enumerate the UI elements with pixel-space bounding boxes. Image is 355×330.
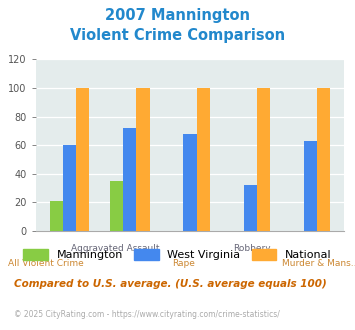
Bar xyxy=(110,181,123,231)
Text: © 2025 CityRating.com - https://www.cityrating.com/crime-statistics/: © 2025 CityRating.com - https://www.city… xyxy=(14,310,280,319)
Bar xyxy=(123,128,136,231)
Bar xyxy=(257,88,270,231)
Bar xyxy=(197,88,210,231)
Text: Rape: Rape xyxy=(172,259,195,268)
Bar xyxy=(304,141,317,231)
Text: Violent Crime Comparison: Violent Crime Comparison xyxy=(70,28,285,43)
Bar xyxy=(183,134,197,231)
Text: Murder & Mans...: Murder & Mans... xyxy=(282,259,355,268)
Text: All Violent Crime: All Violent Crime xyxy=(8,259,84,268)
Text: Robbery: Robbery xyxy=(233,244,271,253)
Bar xyxy=(50,201,63,231)
Legend: Mannington, West Virginia, National: Mannington, West Virginia, National xyxy=(23,248,332,260)
Bar xyxy=(76,88,89,231)
Bar xyxy=(244,185,257,231)
Text: Compared to U.S. average. (U.S. average equals 100): Compared to U.S. average. (U.S. average … xyxy=(14,279,327,289)
Text: 2007 Mannington: 2007 Mannington xyxy=(105,8,250,23)
Bar xyxy=(136,88,149,231)
Text: Aggravated Assault: Aggravated Assault xyxy=(71,244,159,253)
Bar xyxy=(317,88,330,231)
Bar xyxy=(63,145,76,231)
